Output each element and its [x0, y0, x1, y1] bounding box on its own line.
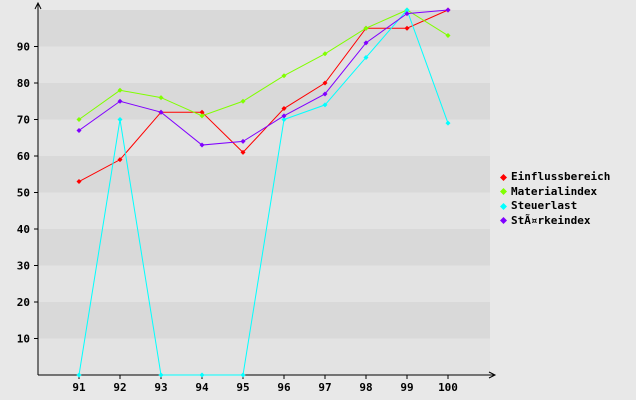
series-4: [76, 7, 451, 148]
legend: Einflussbereich Materialindex Steuerlast St…: [500, 170, 610, 228]
legend-diamond-icon: [500, 188, 507, 196]
legend-label: Steuerlast: [511, 199, 578, 212]
y-tick-label: 60: [17, 150, 30, 163]
data-point: [240, 98, 246, 104]
data-point: [117, 87, 123, 93]
x-tick-label: 92: [113, 381, 126, 394]
x-axis-arrow: [488, 371, 497, 379]
grid-band: [38, 119, 490, 156]
data-point: [76, 127, 82, 133]
data-point: [322, 102, 328, 108]
series-line: [78, 9, 449, 120]
x-tick-label: 96: [277, 381, 291, 394]
data-point: [281, 106, 287, 112]
grid-band: [38, 302, 490, 339]
data-point: [199, 109, 205, 115]
y-tick-label: 90: [17, 41, 30, 54]
legend-item: Einflussbereich: [500, 170, 610, 185]
data-point: [404, 25, 410, 31]
data-point: [445, 7, 451, 13]
grid-bands: [38, 10, 490, 375]
data-point: [240, 149, 246, 155]
y-tick-label: 20: [17, 296, 30, 309]
grid-band: [38, 265, 490, 302]
x-tick-label: 98: [359, 381, 372, 394]
data-point: [404, 7, 410, 13]
series-3: [76, 7, 451, 378]
grid-band: [38, 156, 490, 193]
data-point: [404, 11, 410, 17]
data-point: [445, 120, 451, 126]
x-axis-ticks: 91 92 93 94 95 96 97 98 99 100: [72, 375, 458, 394]
data-point: [240, 138, 246, 144]
data-point: [363, 25, 369, 31]
legend-label: Materialindex: [511, 184, 598, 198]
data-point: [158, 109, 164, 115]
y-tick-label: 50: [17, 187, 30, 200]
x-tick-label: 99: [400, 381, 413, 394]
data-point: [76, 179, 82, 185]
data-point: [199, 142, 205, 148]
y-tick-label: 70: [17, 114, 30, 127]
legend-label: Einflussbereich: [511, 170, 611, 183]
data-point: [117, 117, 123, 122]
y-tick-label: 10: [17, 333, 30, 346]
data-point: [117, 98, 123, 104]
data-point: [158, 95, 164, 101]
data-point: [76, 117, 82, 122]
legend-diamond-icon: [500, 217, 507, 225]
data-point: [322, 51, 328, 57]
legend-diamond-icon: [500, 202, 507, 210]
grid-band: [38, 10, 490, 47]
data-point: [445, 33, 451, 39]
legend-label: StÃ¤rkeindex: [511, 213, 591, 227]
y-axis-ticks: 10 20 30 40 50 60 70 80 90: [17, 41, 38, 346]
series-group: [76, 7, 451, 378]
series-line: [78, 9, 449, 376]
grid-band: [38, 46, 490, 83]
data-point: [76, 372, 82, 378]
x-tick-label: 95: [236, 381, 249, 394]
data-point: [322, 91, 328, 97]
axes: [34, 1, 497, 379]
data-point: [281, 117, 287, 122]
legend-item: StÃ¤rkeindex: [500, 214, 610, 229]
data-point: [117, 157, 123, 163]
data-point: [199, 372, 205, 378]
legend-diamond-icon: [500, 173, 507, 181]
series-line: [78, 9, 449, 146]
x-tick-label: 93: [154, 381, 167, 394]
grid-band: [38, 83, 490, 120]
x-tick-label: 100: [438, 381, 458, 394]
y-tick-label: 80: [17, 77, 30, 90]
data-point: [363, 54, 369, 60]
grid-band: [38, 338, 490, 375]
legend-item: Steuerlast: [500, 199, 610, 214]
y-tick-label: 30: [17, 260, 30, 273]
grid-band: [38, 192, 490, 229]
data-point: [240, 372, 246, 378]
data-point: [281, 73, 287, 79]
series-2: [76, 7, 451, 122]
legend-item: Materialindex: [500, 185, 610, 200]
data-point: [363, 40, 369, 46]
data-point: [281, 113, 287, 119]
x-tick-label: 94: [195, 381, 209, 394]
x-tick-label: 91: [72, 381, 86, 394]
data-point: [199, 113, 205, 119]
data-point: [158, 372, 164, 378]
y-axis-arrow: [34, 1, 42, 10]
y-tick-label: 40: [17, 223, 30, 236]
x-tick-label: 97: [318, 381, 331, 394]
data-point: [322, 80, 328, 86]
